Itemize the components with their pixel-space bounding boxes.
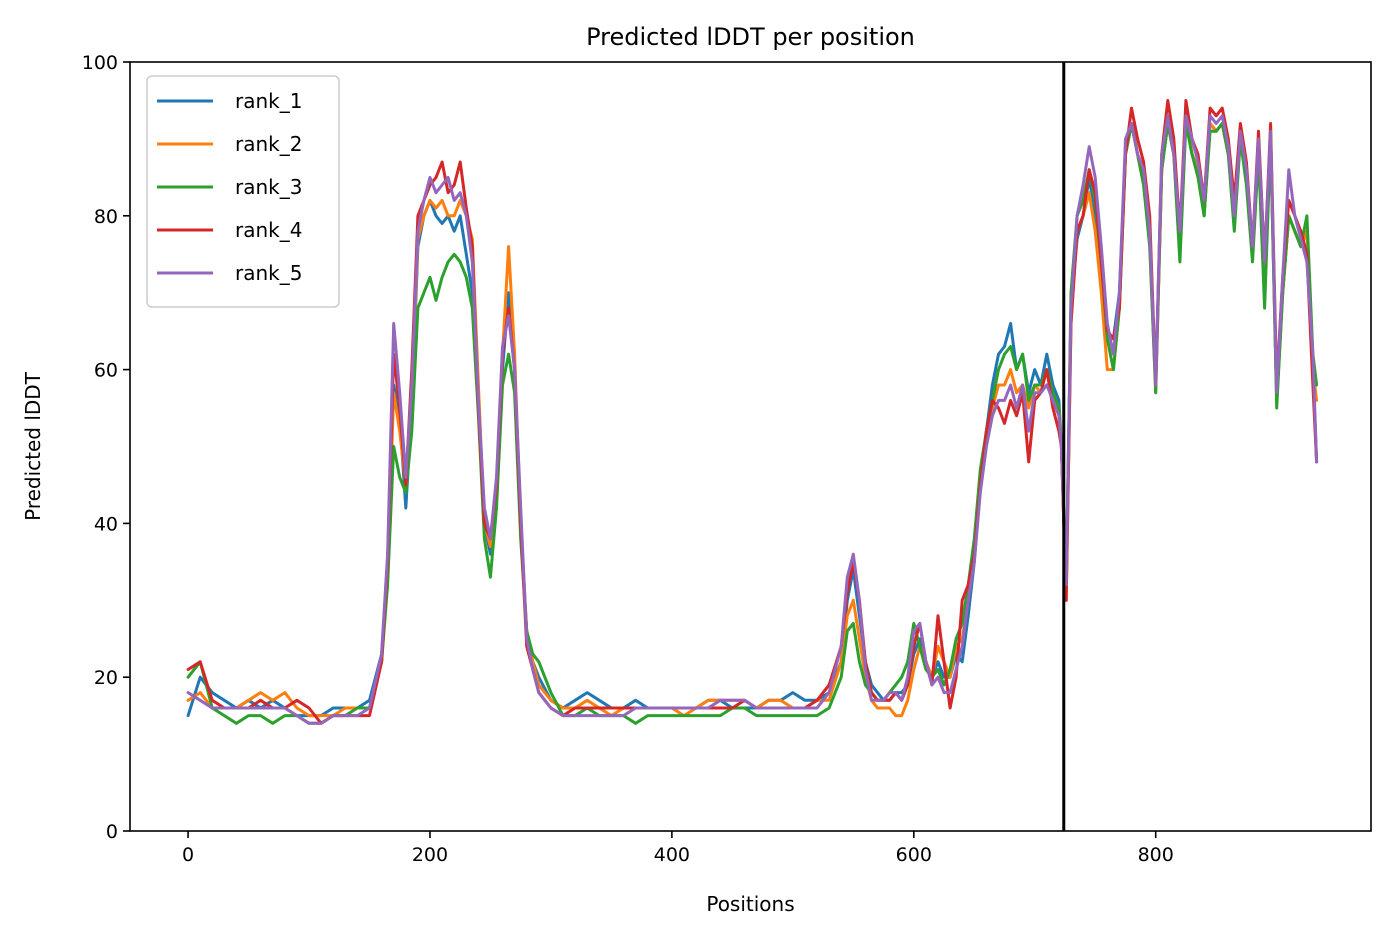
legend-label-rank_1: rank_1 xyxy=(235,89,302,113)
x-tick-label: 0 xyxy=(182,844,194,866)
axes-frame xyxy=(129,61,1372,832)
series-line-rank_5 xyxy=(186,114,1319,725)
legend-box xyxy=(146,75,340,308)
y-tick-label: 0 xyxy=(106,821,118,843)
y-axis-ticks: 0 20 40 60 80 100 xyxy=(82,52,130,843)
legend-label-rank_4: rank_4 xyxy=(235,218,302,242)
x-tick-label: 800 xyxy=(1138,844,1174,866)
legend-label-rank_5: rank_5 xyxy=(235,261,302,285)
y-tick-label: 20 xyxy=(94,667,118,689)
x-tick-label: 600 xyxy=(896,844,932,866)
legend: rank_1 rank_2 rank_3 rank_4 rank_5 xyxy=(146,75,340,308)
series-layer xyxy=(186,99,1319,725)
x-axis-label: Positions xyxy=(706,892,794,916)
y-axis-label: Predicted lDDT xyxy=(21,371,45,521)
y-tick-label: 80 xyxy=(94,206,118,228)
x-tick-label: 400 xyxy=(654,844,690,866)
y-tick-label: 40 xyxy=(94,513,118,535)
chart-title: Predicted lDDT per position xyxy=(586,23,915,51)
y-tick-label: 60 xyxy=(94,360,118,382)
x-axis-ticks: 0 200 400 600 800 xyxy=(182,831,1174,866)
y-tick-label: 100 xyxy=(82,52,118,74)
legend-label-rank_2: rank_2 xyxy=(235,132,302,156)
legend-label-rank_3: rank_3 xyxy=(235,175,302,199)
x-tick-label: 200 xyxy=(412,844,448,866)
